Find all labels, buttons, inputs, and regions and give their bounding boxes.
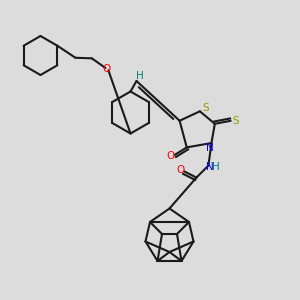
Text: S: S — [232, 116, 238, 126]
Text: O: O — [167, 151, 175, 161]
Text: H: H — [212, 162, 220, 172]
Text: O: O — [176, 165, 185, 175]
Text: S: S — [202, 103, 208, 113]
Text: N: N — [206, 162, 214, 172]
Text: H: H — [136, 70, 143, 81]
Text: O: O — [103, 64, 111, 74]
Text: N: N — [206, 143, 214, 153]
